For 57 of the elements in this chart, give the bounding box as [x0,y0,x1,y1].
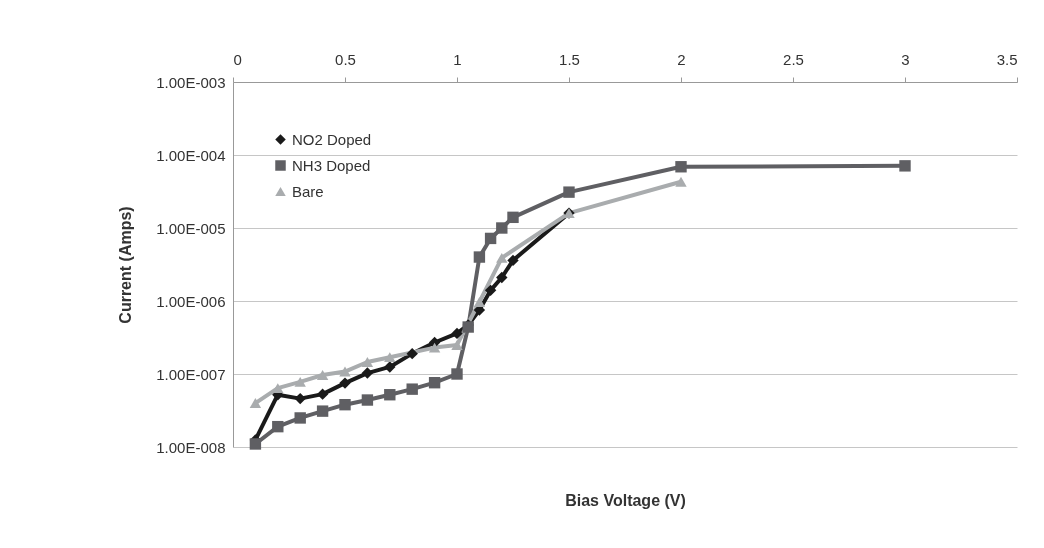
legend-label: NO2 Doped [292,130,372,148]
x-tick-label: 3 [901,50,910,68]
point [294,392,306,405]
point [361,357,374,367]
x-tick-label: 0 [233,50,242,68]
point [384,361,396,373]
point [316,405,329,417]
y-tick-label: 1.00E-004 [156,146,226,164]
point [484,232,497,245]
point [339,398,351,411]
point [294,412,306,424]
y-tick-label: 1.00E-008 [156,438,226,456]
point [316,388,329,400]
point [473,251,486,263]
point [384,352,396,363]
y-tick-label: 1.00E-005 [156,219,226,237]
y-axis-title: Current (Amps) [117,206,135,324]
point [496,252,508,263]
x-tick-label: 3.5 [996,50,1018,68]
x-tick-label: 2 [677,50,686,68]
point [675,176,687,187]
point [249,438,262,450]
point [249,398,262,408]
point [451,327,463,340]
point [496,222,508,234]
point [563,186,575,198]
point [361,394,374,406]
y-tick-label: 1.00E-007 [156,365,226,383]
legend-label: NH3 Doped [292,156,371,174]
point [406,347,418,360]
point [451,368,463,380]
legend-label: Bare [292,182,324,200]
x-tick-label: 1.5 [559,50,580,68]
y-tick-label: 1.00E-006 [156,292,226,310]
point [675,161,687,173]
point [339,377,351,389]
x-tick-label: 2.5 [783,50,804,68]
point [899,160,911,172]
point [496,271,508,284]
point [272,420,284,433]
point [294,376,306,387]
point [339,366,351,377]
x-tick-label: 1 [453,50,462,68]
x-tick-label: 0.5 [335,50,356,68]
point [451,340,463,350]
point [428,342,441,353]
point [384,389,396,401]
point [484,284,497,297]
y-tick-label: 1.00E-003 [156,73,226,91]
point [406,383,418,395]
point [507,254,519,267]
point [473,297,486,307]
point [361,367,374,379]
point [316,370,329,380]
point [428,377,441,389]
point [507,211,519,224]
x-axis-title: Bias Voltage (V) [565,491,686,509]
